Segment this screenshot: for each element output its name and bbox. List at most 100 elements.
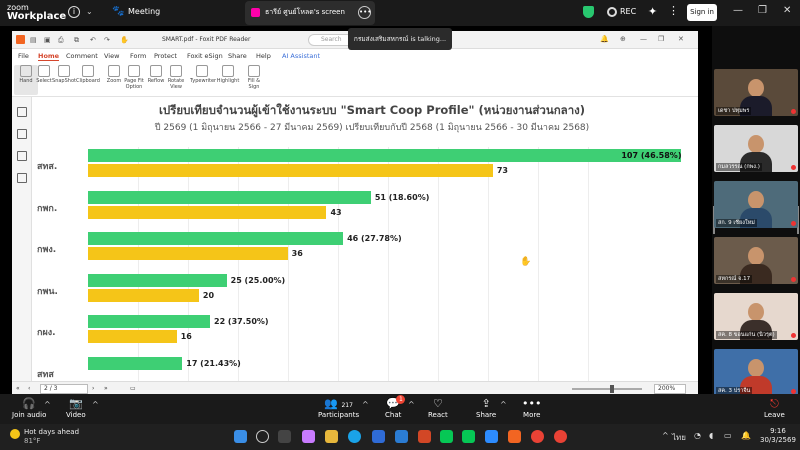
menu-foxit-esign[interactable]: Foxit eSign (187, 52, 223, 60)
chrome-icon[interactable] (531, 430, 544, 443)
chat-chevron-icon[interactable]: ^ (408, 400, 415, 409)
zoom-slider[interactable] (572, 388, 642, 390)
more-options-icon[interactable]: ••• (358, 6, 371, 19)
undo-icon[interactable]: ↶ (90, 36, 96, 44)
clock[interactable]: 9:16 30/3/2569 (760, 427, 796, 445)
prev-page-icon[interactable]: ‹ (28, 385, 31, 392)
participant-tile[interactable]: กมลวรรณ (กพง.) (714, 125, 798, 172)
bell-icon[interactable]: 🔔 (600, 35, 609, 43)
zoom-slider-knob[interactable] (610, 385, 614, 393)
clipboard-button[interactable]: Clipboard (76, 65, 100, 84)
redo-icon[interactable]: ↷ (104, 36, 110, 44)
search-icon[interactable] (256, 430, 269, 443)
menu-home[interactable]: Home (38, 52, 60, 61)
word-icon[interactable] (395, 430, 408, 443)
participant-tile[interactable]: เดชา ปทุมพร (714, 69, 798, 116)
menu-view[interactable]: View (104, 52, 120, 60)
menu-file[interactable]: File (18, 52, 29, 60)
react-button[interactable]: ♡ React (428, 397, 448, 420)
shared-screen-tab[interactable]: ธารีย์ ศูนย์โหลด's screen ••• (245, 1, 375, 25)
more-icon[interactable]: ⋮ (668, 4, 679, 17)
copy-icon[interactable]: ⧉ (74, 36, 79, 44)
attachment-icon[interactable] (17, 173, 27, 183)
window-minimize-icon[interactable]: — (640, 35, 647, 43)
snapshot-button[interactable]: SnapShot (52, 65, 76, 84)
hand-tool-button[interactable]: Hand (14, 65, 38, 95)
rotate-view-button[interactable]: Rotate View (164, 65, 188, 90)
window-close-icon[interactable]: ✕ (678, 35, 684, 43)
menu-comment[interactable]: Comment (66, 52, 98, 60)
tray-chevron-icon[interactable]: ^ (662, 431, 669, 440)
last-page-icon[interactable]: » (104, 385, 108, 392)
meeting-label[interactable]: Meeting (128, 7, 161, 16)
rec-label[interactable]: REC (620, 7, 637, 16)
globe-icon[interactable]: ⊕ (620, 35, 626, 43)
page-indicator[interactable]: 2 / 3 (40, 384, 88, 394)
pages-icon[interactable] (17, 129, 27, 139)
line-app-icon[interactable] (462, 430, 475, 443)
foxit-app-icon-taskbar[interactable] (508, 430, 521, 443)
gallery-scroll-right[interactable] (797, 206, 799, 234)
notification-icon[interactable]: 🔔 (741, 431, 751, 440)
language-indicator[interactable]: ไทย (672, 433, 686, 442)
video-options-chevron-icon[interactable]: ^ (92, 400, 99, 409)
outlook-icon[interactable] (372, 430, 385, 443)
join-audio-button[interactable]: 🎧 Join audio (12, 397, 46, 420)
battery-icon[interactable]: ▭ (724, 431, 732, 440)
audio-options-chevron-icon[interactable]: ^ (44, 400, 51, 409)
shield-icon[interactable] (583, 6, 594, 18)
page-fit-button[interactable]: Page Fit Option (122, 65, 146, 90)
zoom-value[interactable]: 200% (654, 384, 686, 394)
window-restore-icon[interactable]: ❐ (658, 35, 665, 43)
print-icon[interactable]: ⎙ (58, 36, 64, 44)
participant-tile[interactable]: สหกรณ์ จ.17 (714, 237, 798, 284)
close-icon[interactable]: ✕ (783, 5, 792, 16)
sparkle-icon[interactable]: ✦ (648, 5, 658, 18)
chevron-down-icon[interactable]: ⌄ (86, 7, 93, 16)
save-icon[interactable]: ▣ (44, 36, 51, 44)
menu-ai-assistant[interactable]: AI Assistant (282, 52, 321, 60)
line-icon[interactable] (440, 430, 453, 443)
first-page-icon[interactable]: « (16, 385, 20, 392)
wifi-icon[interactable]: ◔ (694, 431, 701, 440)
participants-chevron-icon[interactable]: ^ (362, 400, 369, 409)
zoom-app-icon[interactable] (485, 430, 498, 443)
start-icon[interactable] (234, 430, 247, 443)
select-tool-button[interactable]: Select (32, 65, 56, 84)
participant-tile[interactable]: สก. 9 เชียงใหม่ (714, 181, 798, 228)
task-view-icon[interactable] (278, 430, 291, 443)
participant-tile[interactable]: สค. 3 ปราจีน (714, 349, 798, 396)
comments-icon[interactable] (17, 151, 27, 161)
powerpoint-icon[interactable] (418, 430, 431, 443)
more-button[interactable]: ••• More (522, 397, 541, 420)
highlight-button[interactable]: Highlight (216, 65, 240, 84)
chrome-profile-icon[interactable] (554, 430, 567, 443)
menu-protect[interactable]: Protect (154, 52, 177, 60)
sign-in-button[interactable]: Sign in (687, 4, 717, 21)
video-button[interactable]: 📷 Video (66, 397, 86, 420)
view-mode-icon[interactable]: ▭ (130, 385, 136, 392)
chat-button[interactable]: 💬 1 Chat (385, 395, 406, 420)
reflow-button[interactable]: Reflow (144, 65, 168, 84)
fill-sign-button[interactable]: Fill & Sign (242, 65, 266, 90)
leave-button[interactable]: ⎋ Leave (764, 397, 785, 420)
file-explorer-icon[interactable] (325, 430, 338, 443)
restore-icon[interactable]: ❐ (758, 5, 767, 16)
hand-icon[interactable]: ✋ (120, 36, 129, 44)
bookmark-icon[interactable] (17, 107, 27, 117)
next-page-icon[interactable]: › (92, 385, 95, 392)
menu-help[interactable]: Help (256, 52, 271, 60)
participant-tile[interactable]: สค. 8 ขอนแก่น (นิวรุต) (714, 293, 798, 340)
copilot-icon[interactable] (302, 430, 315, 443)
volume-icon[interactable]: ◖ (709, 431, 714, 440)
share-button[interactable]: ⇪ Share (476, 397, 496, 420)
minimize-icon[interactable]: — (733, 5, 743, 16)
menu-share[interactable]: Share (228, 52, 247, 60)
info-icon[interactable]: i (68, 6, 80, 18)
folder-icon[interactable]: ▤ (30, 36, 37, 44)
menu-form[interactable]: Form (130, 52, 147, 60)
participants-button[interactable]: 👥 217 Participants (318, 397, 359, 420)
typewriter-button[interactable]: Typewriter (190, 65, 216, 84)
zoom-button[interactable]: Zoom (102, 65, 126, 84)
edge-icon[interactable] (348, 430, 361, 443)
